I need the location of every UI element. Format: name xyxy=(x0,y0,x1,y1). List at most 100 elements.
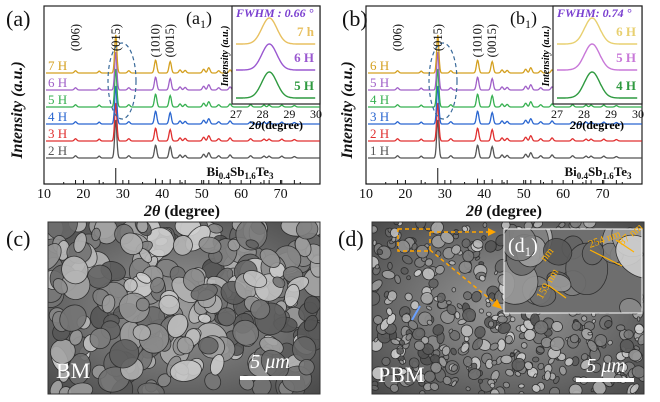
b-inset-xtick: 29 xyxy=(605,107,617,121)
panel-c-scale-text: 5 μm xyxy=(250,351,289,373)
panel-d-selection-box xyxy=(397,228,431,252)
panel-a-peak-highlight xyxy=(107,42,137,120)
b-xtick-label: 60 xyxy=(556,187,570,202)
panel-b-inset-xlabel: 2θ(degree) xyxy=(569,118,624,132)
b-inset-legend-item: 4 H xyxy=(616,78,636,93)
panel-a-peak-indices: (006) (015) (1010) (0015) xyxy=(69,24,178,57)
panel-a-inset-label: (a1) xyxy=(186,8,212,31)
panel-b-composition: Bi0.4Sb1.6Te3 xyxy=(564,164,632,181)
a-series-4h xyxy=(46,85,320,125)
panel-b-inset-series xyxy=(557,17,638,99)
a-xtick-label: 60 xyxy=(234,187,248,202)
panel-b-fwhm: FWHM: 0.74 ° xyxy=(556,6,632,20)
b-series-1h xyxy=(368,119,642,159)
a-stack-label: 4 H xyxy=(48,109,67,124)
a-stack-label: 7 H xyxy=(48,58,67,73)
b-xtick-label: 70 xyxy=(596,187,610,202)
b-inset-legend-item: 5 H xyxy=(616,50,636,65)
panel-a-inset-legend: 7 h 6 H 5 H xyxy=(294,24,315,93)
panel-a-reference-pattern xyxy=(44,168,320,185)
panel-b-peak-indices: (006) (015) (1010) (0015) xyxy=(391,24,500,57)
b-peak-index: (0015) xyxy=(485,24,499,57)
panel-d-scale-text: 5 μm xyxy=(586,355,625,377)
b-xtick-label: 50 xyxy=(517,187,531,202)
b-xtick-label: 20 xyxy=(398,187,412,202)
a-inset-legend-item: 5 H xyxy=(294,78,314,93)
panel-d-inset-label: (d1) xyxy=(508,235,538,259)
a-series-3h xyxy=(46,102,320,142)
a-xtick-label: 10 xyxy=(37,187,51,202)
b-xtick-label: 30 xyxy=(438,187,452,202)
b-stack-label: 6 H xyxy=(370,58,389,73)
b-inset-legend-item: 6 H xyxy=(616,24,636,39)
a-inset-series xyxy=(236,71,316,99)
panel-b-stack-labels: 1 H 2 H 3 H 4 H 5 H 6 H xyxy=(370,58,389,158)
panel-a-inset-xticks: 27 28 29 30 xyxy=(230,107,322,121)
panel-a-label: (a) xyxy=(6,6,30,31)
b-inset-series xyxy=(557,17,638,45)
b-stack-label: 5 H xyxy=(370,75,389,90)
panel-b-peak-highlight xyxy=(428,42,458,120)
panel-b-ylabel: Intensity (a.u.) xyxy=(339,61,356,159)
b-peak-index: (015) xyxy=(431,24,445,51)
panel-a-inset-ylabel: Intensity (a.u.) xyxy=(220,26,231,88)
panel-a-fwhm: FWHM : 0.66 ° xyxy=(235,6,314,20)
a-inset-xtick: 29 xyxy=(283,107,295,121)
a-inset-xtick: 28 xyxy=(257,107,269,121)
a-inset-series xyxy=(236,43,316,71)
panel-b-xticks: 10 20 30 40 50 60 70 xyxy=(359,180,623,202)
b-inset-xtick: 30 xyxy=(632,107,644,121)
panel-b-xlabel: 2θ (degree) xyxy=(465,203,542,220)
panel-a-inset-xlabel: 2θ(degree) xyxy=(248,118,303,132)
a-stack-label: 3 H xyxy=(48,126,67,141)
panel-a-xticks: 10 20 30 40 50 60 70 xyxy=(37,180,301,202)
a-inset-series xyxy=(236,17,316,45)
panel-b-label: (b) xyxy=(342,6,368,31)
panel-b-inset-xticks: 27 28 29 30 xyxy=(551,107,644,121)
panel-d-scale-bar xyxy=(576,378,634,382)
panel-d-arrow-bottom xyxy=(429,249,497,305)
b-inset-xtick: 27 xyxy=(551,107,563,121)
panel-c: (c) BM 5 μm xyxy=(6,221,321,395)
b-series-2h xyxy=(368,102,642,142)
panel-a-ylabel: Intensity (a.u.) xyxy=(9,61,26,159)
a-inset-xtick: 30 xyxy=(310,107,322,121)
a-xtick-label: 50 xyxy=(195,187,209,202)
a-xtick-label: 30 xyxy=(116,187,130,202)
a-inset-legend-item: 6 H xyxy=(294,50,314,65)
panel-a-inset-series xyxy=(236,17,316,99)
panel-d-sample-label: PBM xyxy=(378,362,424,387)
panel-b-inset-ylabel: Intensity (a.u.) xyxy=(541,26,552,88)
panel-a-composition: Bi0.4Sb1.6Te3 xyxy=(206,164,274,181)
a-stack-label: 5 H xyxy=(48,92,67,107)
a-peak-index: (1010) xyxy=(149,24,163,57)
panel-d-label: (d) xyxy=(338,226,364,251)
b-peak-index: (006) xyxy=(391,24,405,51)
panel-d: (d) (d1) 254 nm 87 nm 159 nm nm xyxy=(338,221,646,395)
a-peak-index: (0015) xyxy=(163,24,177,57)
b-xtick-label: 40 xyxy=(477,187,491,202)
panel-b-inset: (b1) FWHM: 0.74 ° Intensity (a.u.) 6 H 5 … xyxy=(510,5,644,132)
b-peak-index: (1010) xyxy=(471,24,485,57)
a-xtick-label: 20 xyxy=(76,187,90,202)
a-stack-label: 6 H xyxy=(48,75,67,90)
b-inset-xtick: 28 xyxy=(578,107,590,121)
a-xtick-label: 40 xyxy=(155,187,169,202)
b-inset-series xyxy=(557,71,638,99)
panel-a-xlabel: 2θ (degree) xyxy=(143,203,220,220)
panel-b-inset-frame xyxy=(552,5,643,105)
a-inset-xtick: 27 xyxy=(230,107,242,121)
b-xtick-label: 10 xyxy=(359,187,373,202)
b-series-3h xyxy=(368,85,642,125)
panel-a-inset: (a1) FWHM : 0.66 ° Intensity (a.u.) 7 h 6… xyxy=(186,5,322,132)
a-inset-legend-item: 7 h xyxy=(297,24,315,39)
panel-c-sample-label: BM xyxy=(56,358,90,383)
panel-a: (a) Intensity (a.u.) 2 H3 H4 H5 H6 H7 H … xyxy=(6,5,322,220)
panel-a-inset-frame xyxy=(231,5,321,105)
panel-b-inset-label: (b1) xyxy=(510,8,537,31)
a-series-5h xyxy=(46,68,320,108)
b-series-4h xyxy=(368,68,642,108)
panel-c-sem-image xyxy=(48,222,320,394)
b-stack-label: 1 H xyxy=(370,143,389,158)
